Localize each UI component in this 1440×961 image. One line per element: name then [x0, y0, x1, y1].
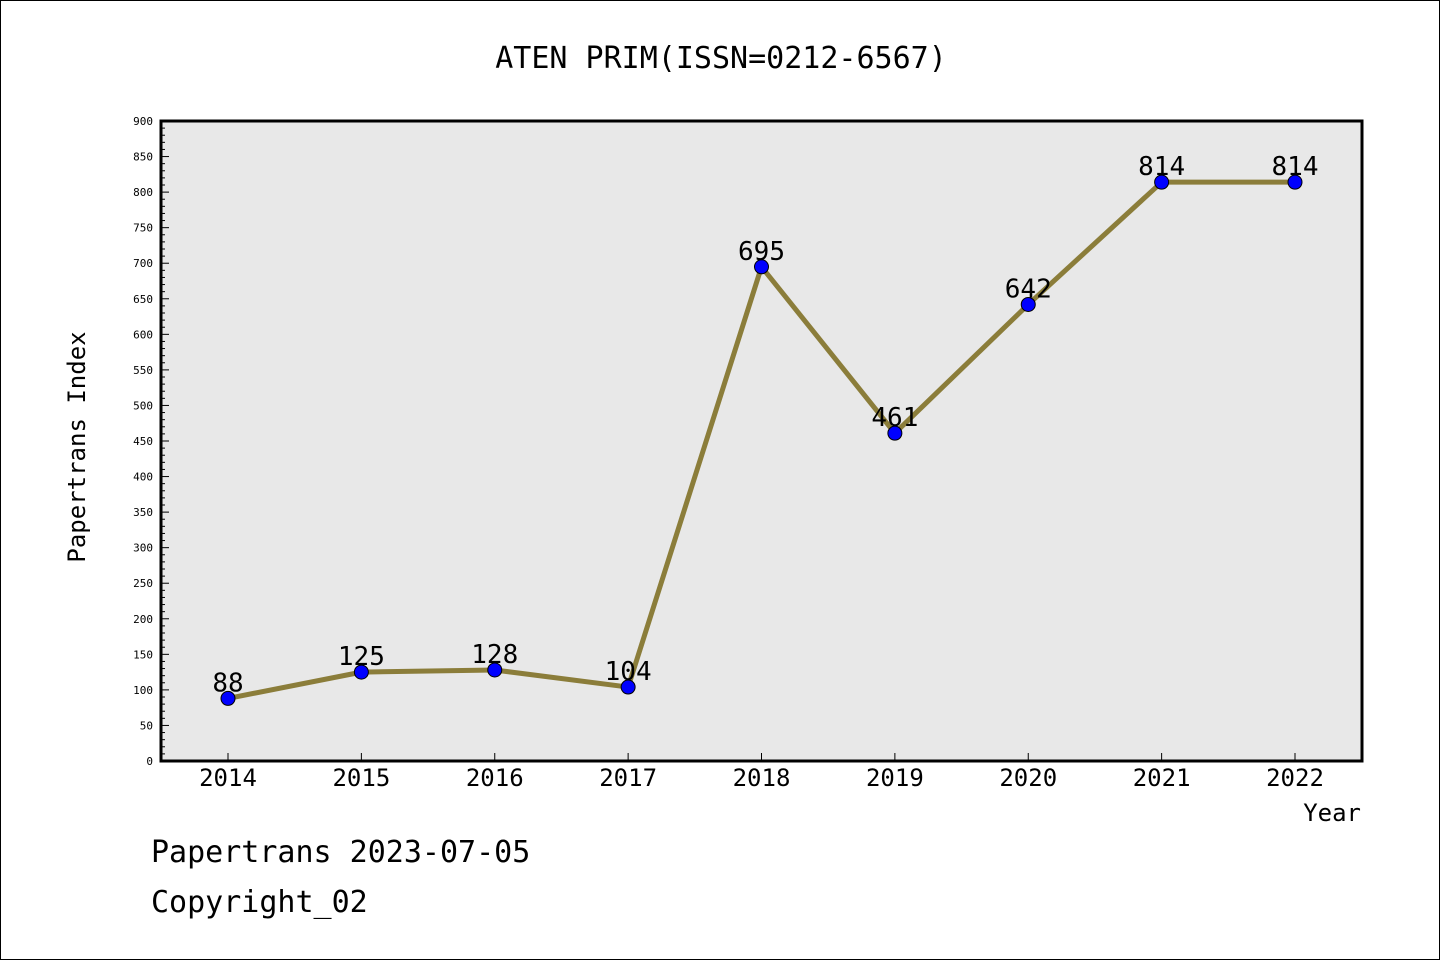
y-tick-label: 450	[133, 435, 153, 448]
chart-title: ATEN PRIM(ISSN=0212-6567)	[495, 41, 947, 76]
data-label: 814	[1138, 152, 1185, 182]
data-label: 88	[212, 668, 243, 698]
y-tick-label: 150	[133, 648, 153, 661]
x-tick-label: 2014	[199, 764, 257, 792]
plot-area	[159, 119, 1364, 763]
x-axis-label: Year	[1303, 799, 1361, 827]
x-tick-label: 2022	[1266, 764, 1324, 792]
data-label: 814	[1272, 152, 1319, 182]
y-tick-label: 100	[133, 684, 153, 697]
y-tick-label: 350	[133, 506, 153, 519]
footer-date: Papertrans 2023-07-05	[151, 835, 531, 870]
x-tick-label: 2015	[332, 764, 390, 792]
y-tick-label: 250	[133, 577, 153, 590]
y-tick-label: 850	[133, 151, 153, 164]
y-tick-label: 800	[133, 186, 153, 199]
x-tick-label: 2018	[733, 764, 791, 792]
data-point	[1154, 174, 1170, 190]
y-tick-label: 550	[133, 364, 153, 377]
data-label: 104	[605, 657, 652, 687]
y-tick-label: 50	[140, 719, 153, 732]
y-tick-label: 500	[133, 399, 153, 412]
data-point	[620, 679, 636, 695]
data-point	[353, 664, 369, 680]
x-tick-label: 2021	[1133, 764, 1191, 792]
data-point	[754, 259, 769, 275]
data-point	[887, 425, 903, 441]
x-tick-label: 2019	[866, 764, 924, 792]
data-point	[487, 662, 503, 678]
y-tick-label: 300	[133, 542, 153, 555]
data-label: 695	[738, 237, 785, 267]
x-tick-label: 2016	[466, 764, 524, 792]
y-tick-label: 700	[133, 257, 153, 270]
y-tick-label: 900	[133, 115, 153, 128]
x-tick-label: 2020	[999, 764, 1057, 792]
y-tick-label: 200	[133, 613, 153, 626]
y-tick-label: 650	[133, 293, 153, 306]
data-label: 461	[871, 403, 918, 433]
data-point	[1287, 174, 1303, 190]
data-label: 642	[1005, 274, 1052, 304]
data-label: 128	[471, 640, 518, 670]
x-tick-label: 2017	[599, 764, 657, 792]
y-tick-label: 400	[133, 471, 153, 484]
footer-copyright: Copyright_02	[151, 885, 368, 920]
y-tick-label: 750	[133, 222, 153, 235]
data-point	[220, 690, 236, 706]
y-tick-label: 600	[133, 328, 153, 341]
y-tick-label: 0	[146, 755, 153, 768]
data-label: 125	[338, 642, 385, 672]
y-axis-label: Papertrans Index	[63, 331, 91, 562]
data-point	[1020, 296, 1036, 312]
